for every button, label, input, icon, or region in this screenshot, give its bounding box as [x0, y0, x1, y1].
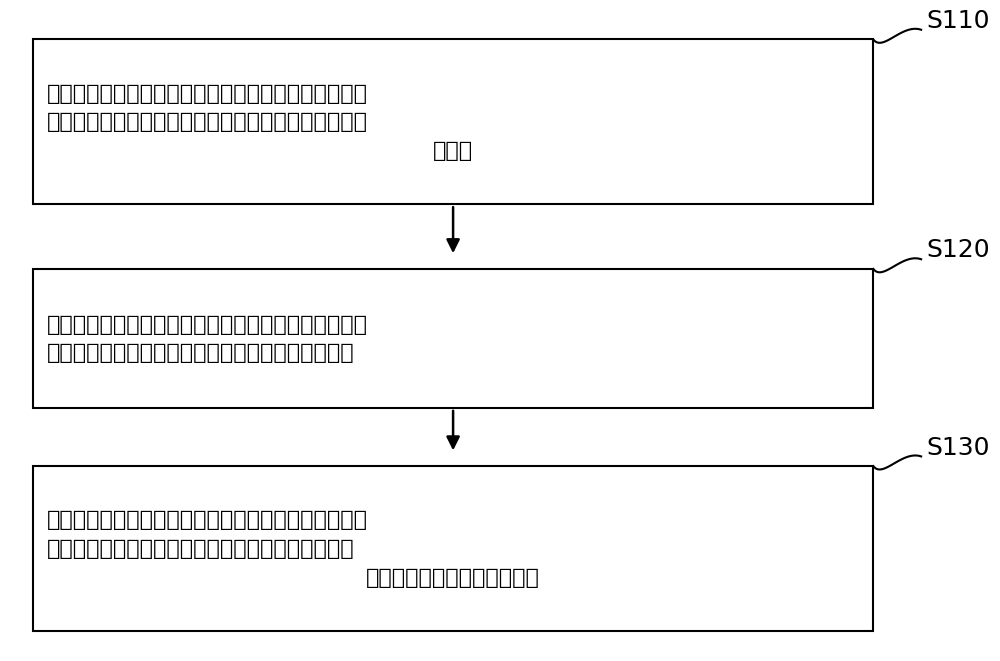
Bar	[33, 466, 873, 631]
Text: 性能参数值的大小，确定目标围护结构热工性能参数: 性能参数值的大小，确定目标围护结构热工性能参数	[47, 539, 355, 559]
Text: 值，并确定目标冷热负荷值。: 值，并确定目标冷热负荷值。	[366, 568, 540, 588]
Text: S110: S110	[926, 9, 989, 33]
Bar	[33, 269, 873, 408]
Text: 定满足目标采光需求且使目标建筑的耗能最低的目标窗: 定满足目标采光需求且使目标建筑的耗能最低的目标窗	[47, 112, 368, 132]
Text: 计算目标建筑的夏季辐射量和冬季辐射量，确定夏季辐: 计算目标建筑的夏季辐射量和冬季辐射量，确定夏季辐	[47, 315, 368, 334]
Text: 射量最小、冬季辐射量最大的朝向为所述目标朝向。: 射量最小、冬季辐射量最大的朝向为所述目标朝向。	[47, 343, 355, 363]
Text: S120: S120	[926, 239, 990, 262]
Bar	[33, 40, 873, 204]
Text: S130: S130	[926, 436, 989, 459]
Text: 计算目标建筑的冷热负荷值，并调整所述围护结构热工: 计算目标建筑的冷热负荷值，并调整所述围护结构热工	[47, 510, 368, 531]
Text: 计算目标建筑的采光结果信息，并调整所述窗墙比，确: 计算目标建筑的采光结果信息，并调整所述窗墙比，确	[47, 84, 368, 104]
Text: 墙比。: 墙比。	[433, 141, 473, 161]
